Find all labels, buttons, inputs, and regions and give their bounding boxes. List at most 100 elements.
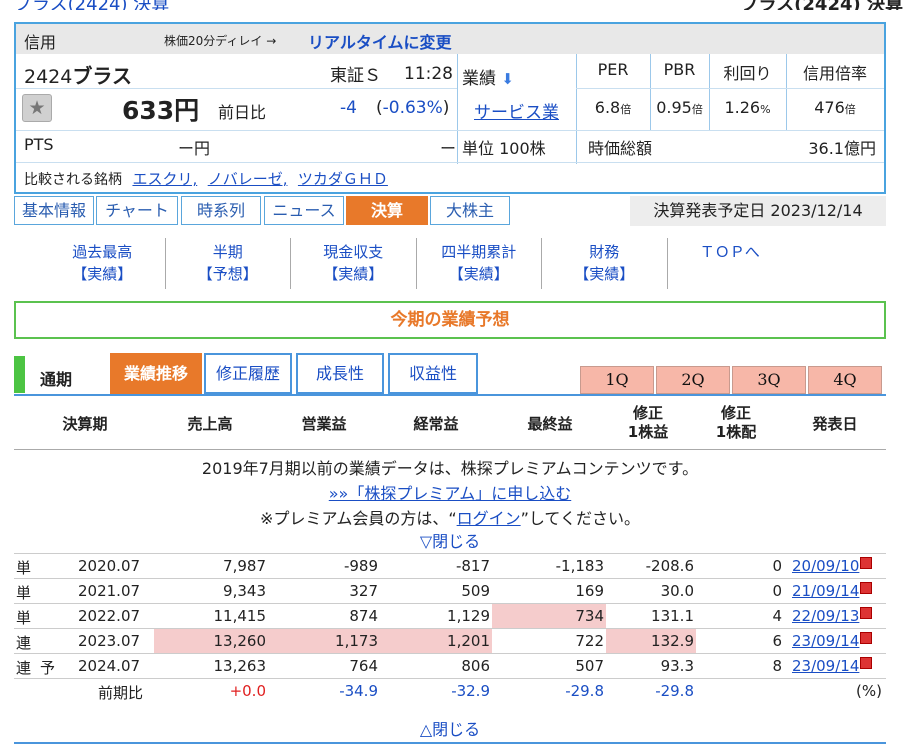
- cell-net: 169: [575, 582, 604, 600]
- close-toggle-bottom[interactable]: △閉じる: [419, 720, 481, 739]
- row-type: 単: [16, 584, 32, 602]
- col-header-sales: 売上高: [187, 415, 233, 433]
- metric-pbr-label: PBR: [663, 60, 696, 79]
- row-period: 2024.07: [78, 657, 141, 675]
- quarter-tab-1q[interactable]: 1Q: [580, 366, 654, 394]
- metric-yield-value: 1.26%: [724, 98, 771, 117]
- quarter-tab-4q[interactable]: 4Q: [808, 366, 882, 394]
- announce-date-link[interactable]: 23/09/14: [792, 657, 873, 675]
- quote-time: 11:28: [404, 64, 453, 84]
- star-icon[interactable]: ★: [22, 94, 52, 122]
- table-row: 単 2020.07 7,987 -989 -817 -1,183 -208.6 0 20/09/…: [14, 553, 886, 578]
- submenu-record-high[interactable]: 過去最高 【実績】: [40, 238, 166, 289]
- cell-div: 0: [772, 582, 782, 600]
- metric-margin-value: 476倍: [814, 98, 856, 117]
- pts-label: PTS: [24, 135, 54, 154]
- green-marker: [14, 356, 25, 393]
- submenu-quarterly[interactable]: 四半期累計 【実績】: [417, 238, 542, 289]
- pts-change: ー: [440, 139, 457, 158]
- cell-op: 1,173: [335, 632, 378, 650]
- realtime-link[interactable]: リアルタイムに変更: [308, 33, 452, 52]
- trading-unit: 単位 100株: [462, 139, 546, 158]
- close-toggle-top[interactable]: ▽閉じる: [419, 532, 481, 551]
- yoy-sales: +0.0: [229, 682, 266, 700]
- cell-div: 0: [772, 557, 782, 575]
- calendar-icon: [860, 657, 873, 669]
- gyoseki-label[interactable]: 業績 ⬇: [462, 64, 514, 89]
- quarter-tab-2q[interactable]: 2Q: [656, 366, 730, 394]
- highlight-cell: [154, 629, 268, 653]
- yoy-label: 前期比: [98, 684, 144, 702]
- cell-sales: 13,263: [213, 657, 267, 675]
- announce-date-link[interactable]: 23/09/14: [792, 632, 873, 650]
- cell-ord: 509: [461, 582, 490, 600]
- col-header-op: 営業益: [301, 415, 347, 433]
- cell-sales: 9,343: [223, 582, 266, 600]
- cell-net: 722: [575, 632, 604, 650]
- table-row: 単 2021.07 9,343 327 509 169 30.0 0 21/09/14: [14, 578, 886, 603]
- stock-code-name: 2424ブラス: [24, 60, 132, 89]
- submenu-cashflow[interactable]: 現金収支 【実績】: [291, 238, 417, 289]
- calendar-icon: [860, 607, 873, 619]
- col-header-date: 発表日: [812, 415, 858, 433]
- submenu-half[interactable]: 半期 【予想】: [166, 238, 291, 289]
- announce-date-link[interactable]: 20/09/10: [792, 557, 873, 575]
- login-link[interactable]: ログイン: [456, 509, 521, 528]
- col-header-net: 最終益: [527, 415, 573, 433]
- divider: [14, 394, 886, 396]
- table-row: 単 2022.07 11,415 874 1,129 734 131.1 4 22/09/13: [14, 603, 886, 628]
- yoy-net: -29.8: [565, 682, 604, 700]
- market-label: 東証Ｓ: [330, 66, 381, 86]
- cell-op: 874: [349, 607, 378, 625]
- col-header-div: 修正 1株配: [715, 404, 757, 441]
- divider: [709, 54, 710, 130]
- yoy-op: -34.9: [339, 682, 378, 700]
- yoy-row: 前期比 +0.0 -34.9 -32.9 -29.8 -29.8 (%): [14, 678, 886, 703]
- gyoseki-text: 業績: [462, 69, 496, 89]
- price-change: -4: [340, 98, 357, 118]
- kessan-date: 決算発表予定日 2023/12/14: [630, 196, 886, 226]
- cell-ord: 1,201: [447, 632, 490, 650]
- divider: [16, 88, 457, 89]
- tab-revision-history[interactable]: 修正履歴: [204, 353, 292, 394]
- tab-kessan[interactable]: 決算: [346, 196, 428, 225]
- metric-yield-label: 利回り: [723, 64, 772, 83]
- top-partial-right: ブラス(2424) 決算: [741, 0, 903, 10]
- sector-link[interactable]: サービス業: [474, 103, 559, 123]
- cell-ord: 806: [461, 657, 490, 675]
- tab-news[interactable]: ニュース: [264, 196, 344, 225]
- announce-date-link[interactable]: 22/09/13: [792, 607, 873, 625]
- highlight-cell: [268, 629, 380, 653]
- premium-signup-link[interactable]: »»「株探プレミアム」に申し込む: [328, 484, 572, 503]
- cell-net: 734: [575, 607, 604, 625]
- submenu-financial[interactable]: 財務 【実績】: [542, 238, 668, 289]
- row-type: 単: [16, 609, 32, 627]
- cell-ord: 1,129: [447, 607, 490, 625]
- compare-link-tsukada[interactable]: ツカダＧＨＤ: [297, 170, 388, 188]
- announce-date-link[interactable]: 21/09/14: [792, 582, 873, 600]
- submenu-top[interactable]: ＴＯＰへ: [699, 243, 760, 261]
- cell-ord: -817: [455, 557, 490, 575]
- table-row: 連 2023.07 13,260 1,173 1,201 722 132.9 6 23/09/1…: [14, 628, 886, 653]
- cell-net: -1,183: [555, 557, 604, 575]
- tab-growth[interactable]: 成長性: [296, 353, 384, 394]
- metric-pbr-value: 0.95倍: [656, 98, 703, 117]
- tab-timeseries[interactable]: 時系列: [181, 196, 261, 225]
- tab-chart[interactable]: チャート: [96, 196, 178, 225]
- tab-performance[interactable]: 業績推移: [110, 353, 202, 394]
- quarter-tab-3q[interactable]: 3Q: [732, 366, 806, 394]
- compare-link-novarese[interactable]: ノバレーゼ,: [207, 170, 288, 188]
- divider: [786, 54, 787, 130]
- yoy-unit: (%): [856, 682, 882, 700]
- section-title: 今期の業績予想: [14, 301, 886, 339]
- tab-major-shareholders[interactable]: 大株主: [430, 196, 510, 225]
- row-period: 2023.07: [78, 632, 141, 650]
- tab-basic-info[interactable]: 基本情報: [14, 196, 94, 225]
- cell-sales: 7,987: [223, 557, 266, 575]
- tab-profitability[interactable]: 収益性: [388, 353, 478, 394]
- period-label: 通期: [40, 370, 73, 389]
- cell-eps: 93.3: [660, 657, 694, 675]
- compare-link-escrit[interactable]: エスクリ,: [132, 170, 198, 188]
- yoy-ord: -32.9: [451, 682, 490, 700]
- compare-label: 比較される銘柄: [24, 172, 122, 188]
